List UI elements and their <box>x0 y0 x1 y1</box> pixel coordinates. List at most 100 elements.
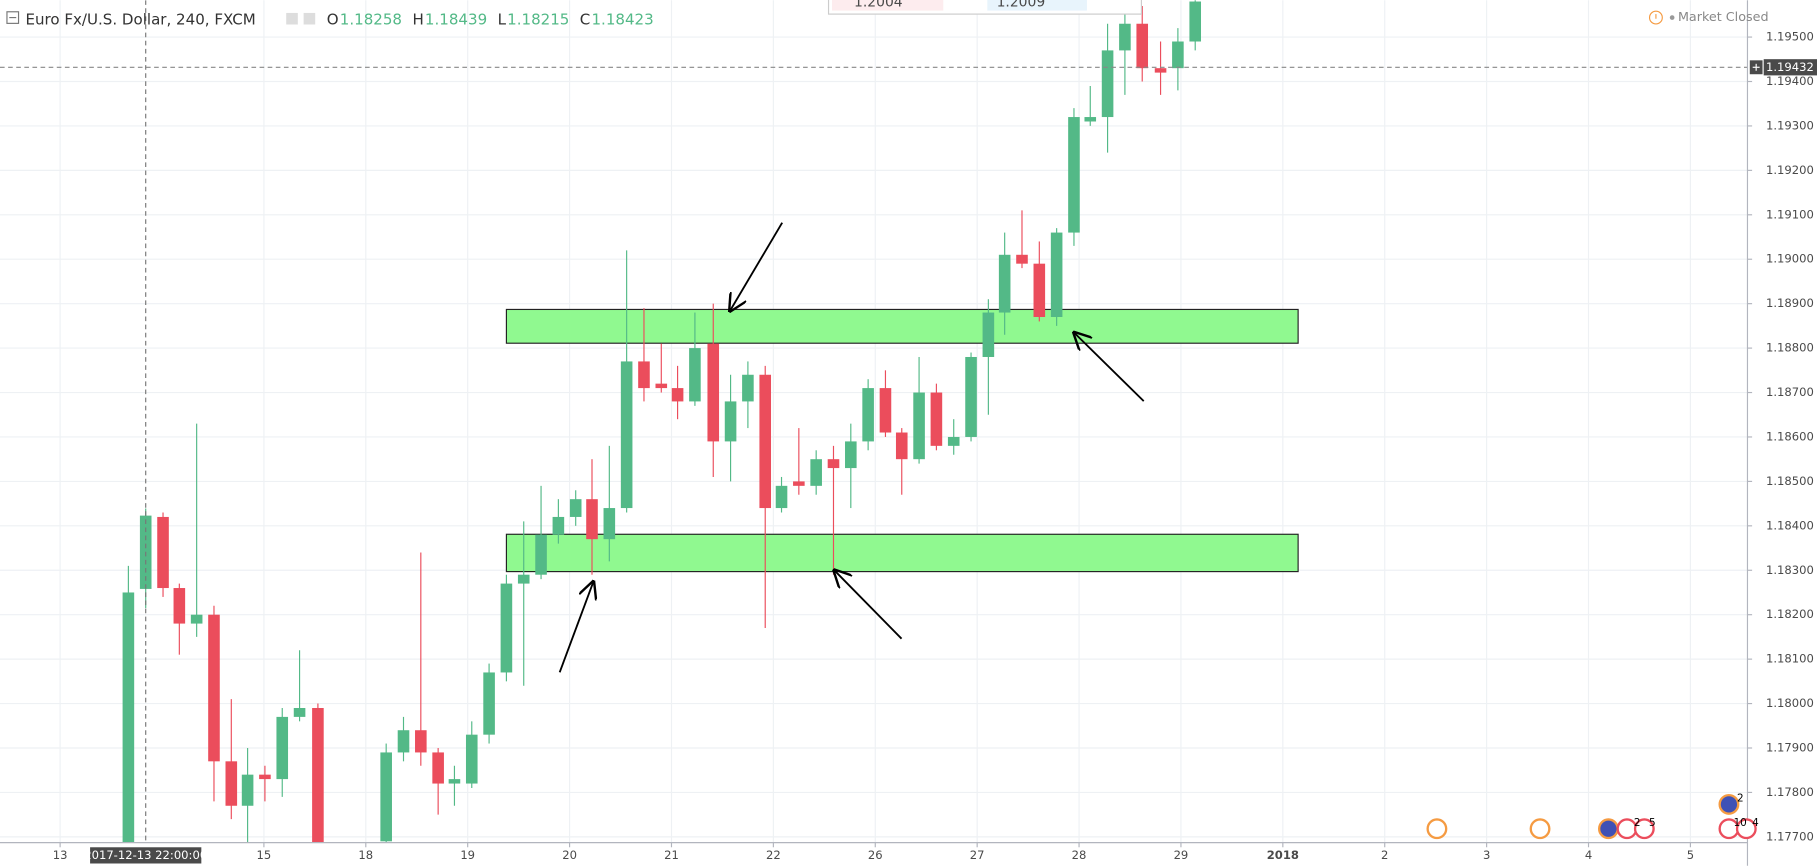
ohlc-label: C <box>580 10 591 28</box>
candle-body <box>930 392 943 446</box>
event-count: 2 <box>1737 793 1744 805</box>
candle-body <box>1016 254 1028 264</box>
collapse-button[interactable] <box>6 11 20 24</box>
candle-body <box>827 459 840 469</box>
y-tick-label: 1.18200 <box>1766 607 1814 621</box>
x-tick-label: 29 <box>1174 848 1189 862</box>
y-tick-label: 1.18100 <box>1766 652 1814 666</box>
x-tick-label: 26 <box>868 848 883 862</box>
status-text: Market Closed <box>1678 10 1769 25</box>
candle-body <box>603 508 616 540</box>
events: 2 2 5 10 4 <box>1426 793 1759 840</box>
x-tick-label: 5 <box>1687 848 1694 862</box>
candle-body <box>312 708 324 843</box>
icon[interactable] <box>303 12 316 25</box>
y-tick-label: 1.17700 <box>1766 829 1814 843</box>
candle-body <box>793 481 805 486</box>
candle-body <box>1050 232 1063 317</box>
candle-body <box>415 730 427 753</box>
y-tick-label: 1.19200 <box>1766 163 1814 177</box>
ohlc-value: 1.18423 <box>591 10 653 28</box>
candle-body <box>535 534 547 575</box>
arrow <box>730 222 783 311</box>
y-tick-label: 1.18000 <box>1766 696 1814 710</box>
y-tick-label: 1.19000 <box>1766 252 1814 266</box>
ohlc-label: H <box>412 10 423 28</box>
event-icon[interactable] <box>1633 818 1655 840</box>
candle-body <box>465 734 478 784</box>
candle-body <box>671 388 684 402</box>
zone <box>505 533 1299 573</box>
sell-box[interactable] <box>832 0 944 11</box>
event-icon[interactable] <box>1718 793 1740 815</box>
zone <box>505 308 1299 344</box>
trade-panel: 1.2004 1.2009 <box>827 0 1142 15</box>
ohlc-label: L <box>498 10 507 28</box>
candle-body <box>1154 68 1167 73</box>
event-icon[interactable] <box>1426 818 1448 840</box>
candle-body <box>1068 117 1080 233</box>
candle-body <box>122 592 135 843</box>
candle-body <box>947 436 960 446</box>
candle-body <box>759 374 772 509</box>
candle-body <box>775 485 788 509</box>
event-icon[interactable] <box>1597 818 1619 840</box>
icon[interactable] <box>286 12 298 25</box>
x-tick-label: 19 <box>460 848 475 862</box>
candle-body <box>397 730 410 753</box>
candle-body <box>845 441 857 469</box>
market-status: Market Closed <box>1648 10 1769 25</box>
event-icon[interactable] <box>1529 818 1551 840</box>
status-dot <box>1669 15 1675 20</box>
y-tick-label: 1.18700 <box>1766 385 1814 399</box>
candle-body <box>293 708 306 717</box>
plot-area <box>0 0 1748 843</box>
candle-body <box>157 516 169 589</box>
y-tick-label: 1.18800 <box>1766 341 1814 355</box>
candle-body <box>241 774 254 806</box>
ohlc-label: O <box>327 10 339 28</box>
candle-body <box>1033 263 1046 317</box>
event-count: 4 <box>1752 817 1759 829</box>
ohlc-values: O 1.18258 H 1.18439 L 1.18215 C 1.18423 <box>327 10 654 28</box>
sell-price: 1.2004 <box>854 0 903 11</box>
candle-body <box>1101 50 1114 118</box>
event-count: 5 <box>1649 817 1656 829</box>
candle-body <box>1084 117 1097 122</box>
x-tick-label: 22 <box>766 848 781 862</box>
y-tick-label: 1.17800 <box>1766 785 1814 799</box>
arrow <box>1074 333 1145 402</box>
arrow <box>834 570 903 640</box>
crosshair-label-box <box>90 847 202 864</box>
symbol-title: Euro Fx/U.S. Dollar, 240, FXCM <box>25 10 255 28</box>
warning-icon <box>1648 10 1663 25</box>
event-icon[interactable] <box>1735 818 1757 840</box>
candle-body <box>982 312 995 357</box>
x-tick-label: 3 <box>1483 848 1490 862</box>
candle-body <box>655 383 668 389</box>
candle-body <box>620 361 633 509</box>
buy-box[interactable] <box>987 0 1087 11</box>
buy-price: 1.2009 <box>997 0 1046 11</box>
y-tick-label: 1.19400 <box>1766 74 1814 88</box>
y-tick-label: 1.18600 <box>1766 429 1814 443</box>
ohlc-value: 1.18439 <box>425 10 487 28</box>
candle-body <box>742 374 754 402</box>
annotations <box>558 222 1145 673</box>
candle-body <box>517 574 530 584</box>
y-tick-label: 1.18500 <box>1766 474 1814 488</box>
x-tick-label: 4 <box>1585 848 1592 862</box>
candle-body <box>173 588 186 624</box>
candle-body <box>707 343 720 442</box>
candle-body <box>552 516 565 535</box>
candle-body <box>862 388 874 442</box>
candle-body <box>208 614 220 762</box>
candle-body <box>913 392 925 460</box>
candle-body <box>724 401 737 442</box>
candle-body <box>879 388 892 433</box>
candle-body <box>586 499 598 540</box>
candle-body <box>689 348 701 402</box>
x-tick-label: 28 <box>1072 848 1087 862</box>
